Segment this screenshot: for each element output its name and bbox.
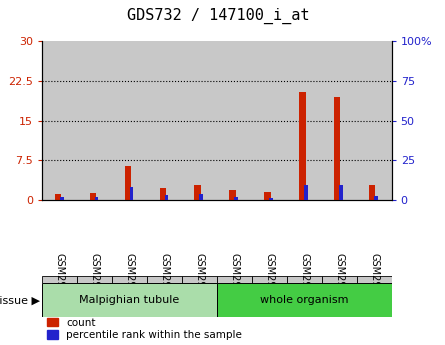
- Bar: [77, 41, 112, 200]
- Bar: [165, 195, 168, 200]
- Bar: [199, 194, 203, 200]
- Bar: [287, 41, 322, 200]
- Bar: [304, 186, 308, 200]
- Bar: [369, 185, 376, 200]
- Bar: [182, 41, 217, 200]
- Text: GSM29173: GSM29173: [55, 253, 65, 306]
- Bar: [334, 97, 340, 200]
- Bar: [42, 41, 77, 200]
- Text: GSM29176: GSM29176: [160, 253, 170, 306]
- Bar: [182, 276, 217, 283]
- Bar: [217, 41, 252, 200]
- Text: GSM29182: GSM29182: [369, 253, 379, 306]
- Bar: [339, 185, 343, 200]
- Text: GSM29175: GSM29175: [125, 253, 134, 306]
- Bar: [322, 41, 357, 200]
- Bar: [42, 283, 217, 317]
- Bar: [269, 198, 273, 200]
- Bar: [322, 276, 357, 283]
- Bar: [159, 188, 166, 200]
- Bar: [125, 166, 131, 200]
- Bar: [374, 196, 378, 200]
- Text: tissue ▶: tissue ▶: [0, 295, 40, 305]
- Bar: [147, 276, 182, 283]
- Bar: [60, 197, 64, 200]
- Text: GSM29174: GSM29174: [90, 253, 100, 306]
- Text: GSM29177: GSM29177: [194, 253, 204, 306]
- Text: GSM29181: GSM29181: [334, 253, 344, 306]
- Bar: [252, 41, 287, 200]
- Bar: [55, 194, 61, 200]
- Text: GSM29179: GSM29179: [264, 253, 274, 306]
- Legend: count, percentile rank within the sample: count, percentile rank within the sample: [48, 318, 242, 340]
- Text: GDS732 / 147100_i_at: GDS732 / 147100_i_at: [127, 8, 309, 23]
- Bar: [42, 276, 77, 283]
- Bar: [217, 276, 252, 283]
- Bar: [264, 192, 271, 200]
- Bar: [299, 92, 306, 200]
- Bar: [229, 189, 236, 200]
- Bar: [357, 276, 392, 283]
- Bar: [112, 41, 147, 200]
- Text: Malpighian tubule: Malpighian tubule: [80, 295, 180, 305]
- Text: GSM29178: GSM29178: [230, 253, 239, 306]
- Bar: [129, 187, 134, 200]
- Bar: [77, 276, 112, 283]
- Bar: [89, 193, 96, 200]
- Bar: [252, 276, 287, 283]
- Bar: [95, 197, 98, 200]
- Text: GSM29180: GSM29180: [299, 253, 309, 306]
- Bar: [147, 41, 182, 200]
- Bar: [112, 276, 147, 283]
- Text: whole organism: whole organism: [260, 295, 348, 305]
- Bar: [357, 41, 392, 200]
- Bar: [235, 197, 238, 200]
- Bar: [217, 283, 392, 317]
- Bar: [194, 185, 201, 200]
- Bar: [287, 276, 322, 283]
